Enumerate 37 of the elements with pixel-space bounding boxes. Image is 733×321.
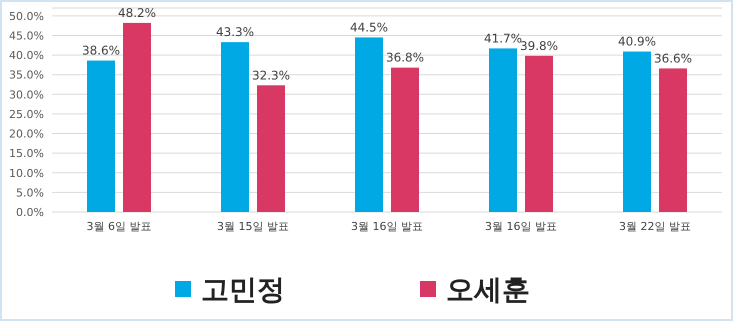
legend-label: 오세훈 <box>446 273 530 306</box>
y-tick-label: 20.0% <box>9 128 44 141</box>
bar <box>221 42 249 212</box>
data-label: 32.3% <box>252 68 290 82</box>
data-label: 44.5% <box>350 20 388 34</box>
bar <box>623 52 651 212</box>
y-tick-label: 50.0% <box>9 10 44 23</box>
y-tick-label: 45.0% <box>9 29 44 42</box>
x-tick-label: 3월 6일 발표 <box>86 220 152 233</box>
y-tick-label: 40.0% <box>9 49 44 62</box>
data-label: 41.7% <box>484 31 522 46</box>
bar <box>659 68 687 212</box>
y-tick-label: 25.0% <box>9 108 44 121</box>
bar <box>391 68 419 212</box>
bar <box>87 60 115 212</box>
data-label: 48.2% <box>118 6 156 20</box>
x-tick-label: 3월 22일 발표 <box>619 220 691 233</box>
data-label: 38.6% <box>82 44 120 58</box>
y-tick-label: 35.0% <box>9 68 44 82</box>
x-tick-label: 3월 16일 발표 <box>351 220 423 233</box>
data-label: 36.6% <box>654 51 692 66</box>
bar <box>355 37 383 212</box>
bar <box>257 85 285 212</box>
data-label: 43.3% <box>216 25 254 40</box>
bar <box>489 48 517 212</box>
y-tick-label: 5.0% <box>16 186 44 200</box>
y-tick-label: 10.0% <box>9 166 44 180</box>
y-tick-label: 15.0% <box>9 147 44 160</box>
bar <box>123 22 151 212</box>
y-tick-label: 0.0% <box>16 206 44 219</box>
x-tick-label: 3월 15일 발표 <box>217 220 289 233</box>
y-tick-label: 30.0% <box>9 88 44 102</box>
bar <box>525 56 553 212</box>
data-label: 36.8% <box>386 50 424 65</box>
legend-label: 고민정 <box>201 273 285 306</box>
data-label: 40.9% <box>618 34 656 49</box>
x-tick-label: 3월 16일 발표 <box>485 220 557 233</box>
